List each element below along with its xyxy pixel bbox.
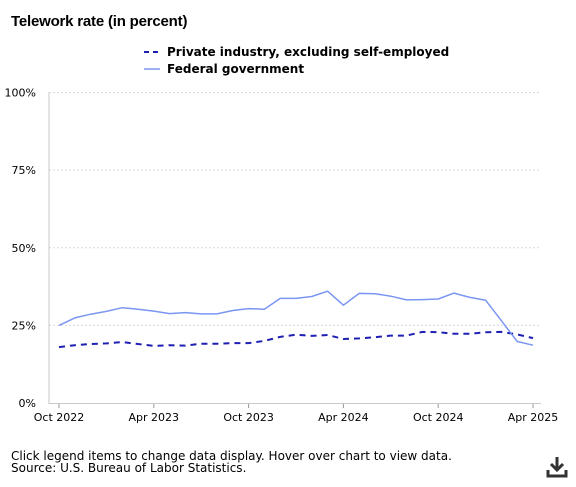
chart-title: Telework rate (in percent) — [11, 13, 188, 30]
chart-footer: Click legend items to change data displa… — [11, 450, 452, 474]
y-tick-label: 100% — [5, 87, 36, 100]
gridlines — [49, 92, 541, 326]
footer-note: Click legend items to change data displa… — [11, 449, 452, 463]
legend-label-private-industry: Private industry, excluding self-employe… — [167, 44, 450, 59]
x-axis-ticks: Oct 2022 Apr 2023 Oct 2023 Apr 2024 Oct 2024… — [34, 404, 559, 424]
footer-source: Source: U.S. Bureau of Labor Statistics. — [11, 461, 247, 475]
legend-item-private-industry[interactable]: Private industry, excluding self-employe… — [143, 43, 449, 60]
chart-legend: Private industry, excluding self-employe… — [143, 43, 449, 77]
x-tick-label: Oct 2024 — [413, 411, 464, 424]
series-line-private-industry[interactable] — [58, 330, 534, 349]
x-tick-label: Oct 2022 — [34, 411, 85, 424]
x-tick-label: Apr 2024 — [318, 411, 369, 424]
legend-dashed-line-swatch — [144, 50, 160, 53]
y-tick-label: 0% — [19, 397, 36, 410]
y-tick-label: 25% — [12, 319, 36, 332]
legend-item-federal-government[interactable]: Federal government — [143, 60, 449, 77]
legend-solid-line-swatch — [144, 67, 160, 70]
legend-label-federal-government: Federal government — [167, 61, 305, 76]
y-tick-label: 50% — [12, 242, 36, 255]
y-tick-label: 75% — [12, 164, 36, 177]
series-lines — [58, 290, 534, 349]
x-tick-label: Apr 2025 — [508, 411, 559, 424]
x-tick-label: Oct 2023 — [223, 411, 274, 424]
x-tick-label: Apr 2023 — [129, 411, 180, 424]
line-chart[interactable]: 0% 25% 50% 75% 100% Oct 2022 Apr 2023 Oct 2023… — [0, 0, 576, 430]
series-line-federal-government[interactable] — [58, 290, 534, 346]
y-axis-ticks: 0% 25% 50% 75% 100% — [5, 87, 36, 411]
download-icon[interactable] — [545, 455, 569, 479]
